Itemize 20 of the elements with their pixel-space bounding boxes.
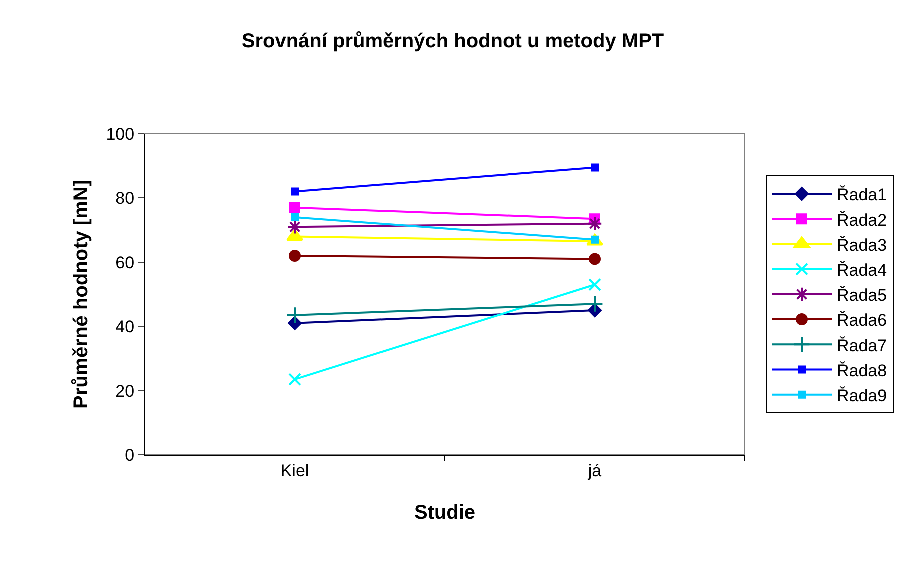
legend-label: Řada3 [837, 236, 888, 255]
y-tick-label: 60 [116, 253, 135, 272]
chart-title: Srovnání průměrných hodnot u metody MPT [242, 30, 664, 52]
legend-label: Řada4 [837, 260, 888, 280]
x-tick-label: Kiel [280, 461, 310, 480]
y-axis-title: Průměrné hodnoty [mN] [70, 180, 93, 409]
y-tick-label: 80 [116, 189, 135, 208]
legend-label: Řada1 [837, 186, 888, 205]
legend-label: Řada5 [837, 286, 888, 306]
legend-label: Řada8 [837, 361, 888, 380]
legend-label: Řada6 [837, 311, 888, 330]
legend-label: Řada9 [837, 386, 888, 406]
y-tick-label: 0 [125, 446, 135, 465]
legend-label: Řada7 [837, 336, 888, 356]
y-tick-label: 20 [116, 382, 135, 401]
x-axis-title: Studie [414, 502, 476, 524]
y-tick-label: 40 [116, 318, 135, 337]
x-tick-label: já [587, 461, 602, 480]
y-tick-label: 100 [106, 124, 135, 144]
legend-label: Řada2 [837, 210, 888, 230]
